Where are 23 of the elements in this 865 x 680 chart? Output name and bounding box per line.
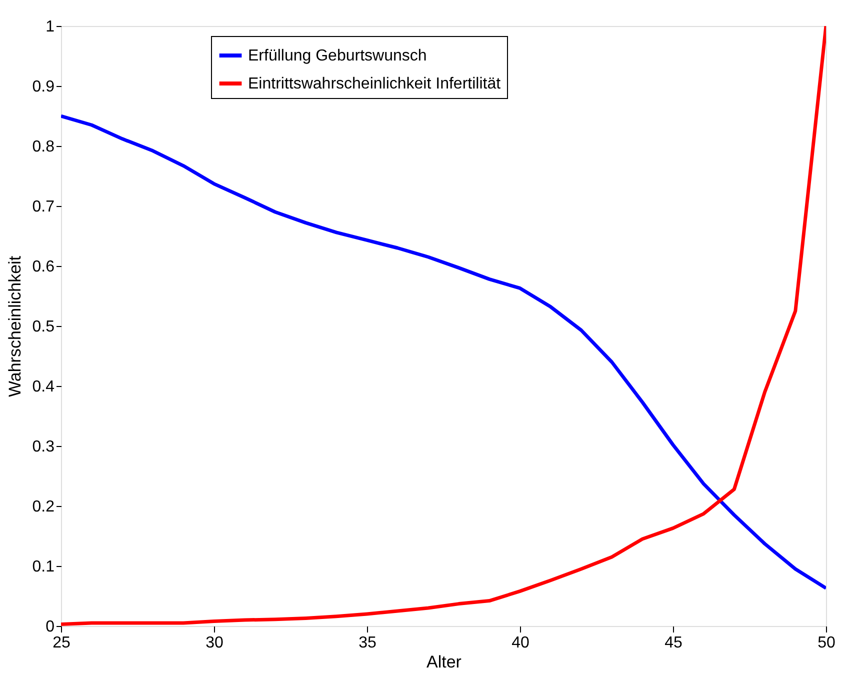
legend-label: Eintrittswahrscheinlichkeit Infertilität (248, 76, 502, 92)
line-series (61, 26, 826, 626)
x-tick-label: 35 (358, 634, 376, 652)
y-tick-label: 0 (46, 618, 55, 636)
x-tick-label: 40 (512, 634, 530, 652)
y-tick-label: 0.4 (32, 378, 55, 396)
x-tick-label: 50 (818, 634, 836, 652)
line-series (61, 114, 826, 590)
y-tick-label: 0.7 (32, 198, 55, 216)
y-tick-label: 0.9 (32, 78, 55, 96)
x-tick-label: 45 (664, 634, 682, 652)
y-axis-title: Wahrscheinlichkeit (5, 256, 24, 398)
y-tick-label: 0.3 (32, 438, 55, 456)
y-tick-label: 0.2 (32, 498, 55, 516)
y-tick-label: 0.1 (32, 558, 55, 576)
x-axis-title: Alter (426, 652, 462, 672)
y-tick-label: 0.6 (32, 258, 55, 276)
y-tick-label: 0.8 (32, 138, 55, 156)
x-tick-label: 30 (206, 634, 224, 652)
legend-label: Erfüllung Geburtswunsch (248, 48, 427, 64)
y-tick-label: 0.5 (32, 318, 55, 336)
y-tick-label: 1 (46, 18, 55, 36)
x-tick-label: 25 (52, 634, 70, 652)
